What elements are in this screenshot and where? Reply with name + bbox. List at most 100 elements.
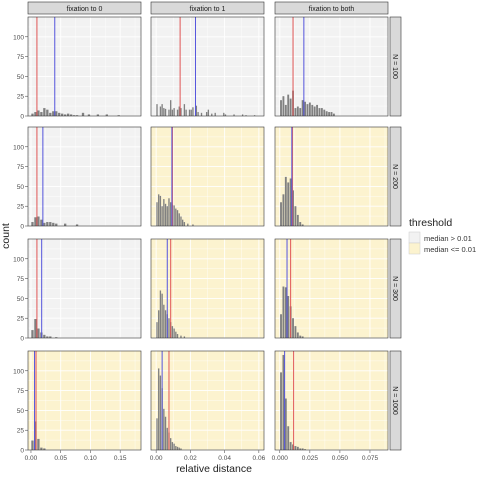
histogram-bar [158, 194, 160, 226]
histogram-bar [34, 318, 37, 338]
histogram-bar [176, 109, 179, 116]
row-strip [389, 16, 402, 117]
histogram-bar [158, 310, 160, 338]
histogram-bar [168, 318, 170, 338]
y-tick-label: 75 [17, 276, 25, 283]
histogram-bar [31, 440, 34, 450]
x-tick-label: 0.05 [54, 455, 67, 462]
histogram-bar [175, 446, 177, 450]
histogram-bar [161, 104, 163, 116]
y-axis-label: count [0, 223, 12, 249]
histogram-bar [171, 109, 174, 116]
legend-key-above [408, 231, 421, 244]
y-tick-label: 50 [17, 74, 25, 81]
histogram-bar [49, 222, 52, 226]
histogram-bar [299, 222, 302, 226]
column-strip-label: fixation to both [309, 6, 355, 13]
histogram-bar [163, 304, 165, 338]
panel [27, 126, 142, 227]
histogram-bar [182, 219, 184, 226]
histogram-bar [43, 448, 46, 450]
histogram-bar [117, 115, 120, 116]
histogram-bar [280, 100, 282, 116]
histogram-bar [183, 336, 186, 338]
histogram-bar [178, 106, 180, 116]
y-tick-label: 75 [17, 388, 25, 395]
histogram-bar [323, 109, 326, 116]
panel-border [27, 238, 142, 339]
y-tick-label: 100 [13, 256, 24, 263]
row-strip [389, 350, 402, 451]
histogram-bar [105, 114, 108, 116]
panel [150, 16, 265, 117]
histogram-bar [287, 94, 290, 116]
panel-border [274, 126, 389, 227]
histogram-bar [55, 111, 58, 116]
histogram-bar [170, 438, 172, 450]
histogram-bar [292, 318, 294, 338]
histogram-bar [156, 104, 158, 116]
histogram-bar [168, 198, 170, 226]
histogram-bar [43, 108, 46, 116]
histogram-bar [301, 336, 304, 338]
histogram-bar [64, 223, 67, 226]
histogram-bar [49, 336, 52, 338]
histogram-bar [72, 115, 76, 116]
histogram-bar [61, 113, 64, 116]
histogram-bar [289, 442, 292, 450]
legend-key-below [408, 242, 421, 255]
y-tick-label: 0 [20, 114, 24, 121]
histogram-bar [241, 114, 244, 116]
column-strip [274, 1, 389, 15]
histogram-bar [296, 446, 299, 450]
x-tick-label: 0.04 [218, 455, 231, 462]
histogram-bar [161, 293, 163, 338]
y-tick-label: 100 [13, 34, 24, 41]
panel-border [27, 350, 142, 451]
histogram-bar [173, 443, 175, 450]
panel [27, 238, 142, 339]
histogram-bar [37, 438, 40, 450]
panel [150, 238, 265, 339]
panel-border [274, 350, 389, 451]
histogram-bar [320, 108, 323, 116]
histogram-bar [176, 446, 179, 450]
panel-border [27, 126, 142, 227]
histogram-bar [66, 113, 70, 116]
row-strip-label: N = 1000 [391, 386, 398, 415]
y-tick-label: 0 [20, 336, 24, 343]
histogram-bar [55, 223, 58, 226]
x-tick-label: 0.02 [184, 455, 197, 462]
panel [274, 126, 389, 227]
histogram-bar [311, 104, 314, 116]
histogram-bar [301, 448, 304, 450]
y-tick-label: 50 [17, 408, 25, 415]
histogram-bar [164, 108, 167, 116]
panel [150, 126, 265, 227]
histogram-bar [223, 112, 225, 116]
histogram-bar [168, 109, 170, 116]
histogram-bar [316, 104, 319, 116]
histogram-bar [159, 195, 162, 226]
histogram-bar [164, 416, 167, 450]
histogram-bar [245, 115, 247, 116]
y-tick-label: 25 [17, 316, 25, 323]
histogram-bar [313, 106, 316, 116]
histogram-bar [183, 222, 186, 226]
histogram-bar [280, 202, 282, 226]
histogram-bar [163, 199, 165, 226]
x-tick-label: 0.075 [362, 455, 379, 462]
histogram-bar [163, 408, 165, 450]
x-tick-label: 0.050 [332, 455, 349, 462]
y-tick-label: 25 [17, 94, 25, 101]
histogram-bar [156, 202, 158, 226]
histogram-bar [170, 100, 172, 116]
y-tick-label: 75 [17, 164, 25, 171]
histogram-bar [180, 335, 182, 338]
y-tick-label: 25 [17, 428, 25, 435]
histogram-bar [200, 112, 203, 116]
histogram-bar [163, 108, 165, 116]
histogram-bar [253, 115, 256, 116]
panel-grid: fixation to 0 fixation to 1 fixation to bo… [13, 1, 402, 462]
row-strip [389, 126, 402, 227]
